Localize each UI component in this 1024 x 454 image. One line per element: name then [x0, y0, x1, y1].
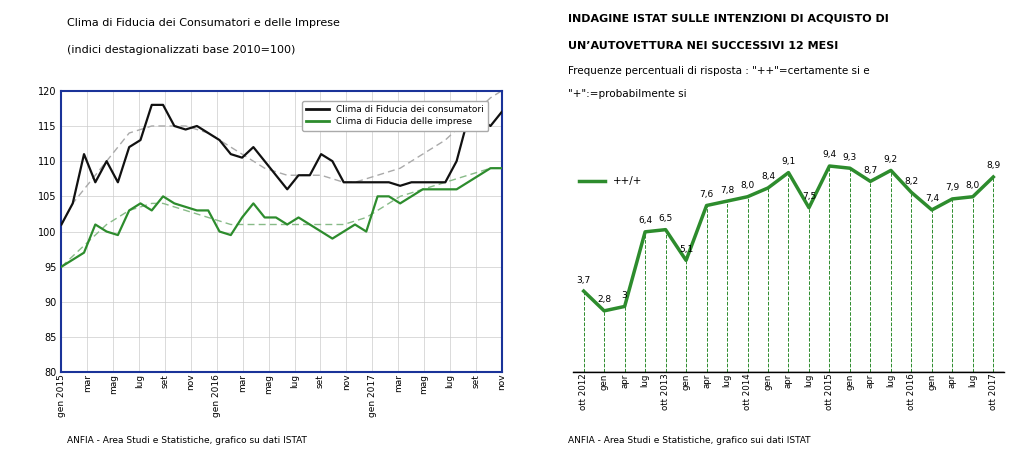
Text: 9,1: 9,1	[781, 157, 796, 166]
Text: 3,7: 3,7	[577, 276, 591, 285]
Text: 3: 3	[622, 291, 628, 300]
Text: 7,6: 7,6	[699, 190, 714, 199]
Legend: ++/+: ++/+	[574, 172, 646, 190]
Legend: Clima di Fiducia dei consumatori, Clima di Fiducia delle imprese: Clima di Fiducia dei consumatori, Clima …	[302, 101, 488, 131]
Text: 7,9: 7,9	[945, 183, 959, 192]
Text: "+":=probabilmente si: "+":=probabilmente si	[568, 89, 687, 99]
Text: 2,8: 2,8	[597, 295, 611, 304]
Text: 9,3: 9,3	[843, 153, 857, 162]
Text: ANFIA - Area Studi e Statistiche, grafico su dati ISTAT: ANFIA - Area Studi e Statistiche, grafic…	[67, 436, 306, 445]
Text: Clima di Fiducia dei Consumatori e delle Imprese: Clima di Fiducia dei Consumatori e delle…	[67, 18, 339, 28]
Text: 8,9: 8,9	[986, 162, 1000, 170]
Text: 6,5: 6,5	[658, 214, 673, 223]
Text: 7,8: 7,8	[720, 186, 734, 194]
Text: 9,4: 9,4	[822, 150, 837, 159]
Text: (indici destagionalizzati base 2010=100): (indici destagionalizzati base 2010=100)	[67, 45, 295, 55]
Text: 8,2: 8,2	[904, 177, 919, 186]
Text: 9,2: 9,2	[884, 155, 898, 164]
Text: INDAGINE ISTAT SULLE INTENZIONI DI ACQUISTO DI: INDAGINE ISTAT SULLE INTENZIONI DI ACQUI…	[568, 14, 889, 24]
Text: UN’AUTOVETTURA NEI SUCCESSIVI 12 MESI: UN’AUTOVETTURA NEI SUCCESSIVI 12 MESI	[568, 41, 839, 51]
Text: 6,4: 6,4	[638, 216, 652, 225]
Text: Frequenze percentuali di risposta : "++"=certamente si e: Frequenze percentuali di risposta : "++"…	[568, 66, 870, 76]
Text: 8,7: 8,7	[863, 166, 878, 175]
Text: 7,4: 7,4	[925, 194, 939, 203]
Text: 5,1: 5,1	[679, 245, 693, 254]
Text: 8,4: 8,4	[761, 173, 775, 181]
Text: 8,0: 8,0	[740, 181, 755, 190]
Text: 8,0: 8,0	[966, 181, 980, 190]
Text: 7,5: 7,5	[802, 192, 816, 201]
Text: ANFIA - Area Studi e Statistiche, grafico sui dati ISTAT: ANFIA - Area Studi e Statistiche, grafic…	[568, 436, 811, 445]
